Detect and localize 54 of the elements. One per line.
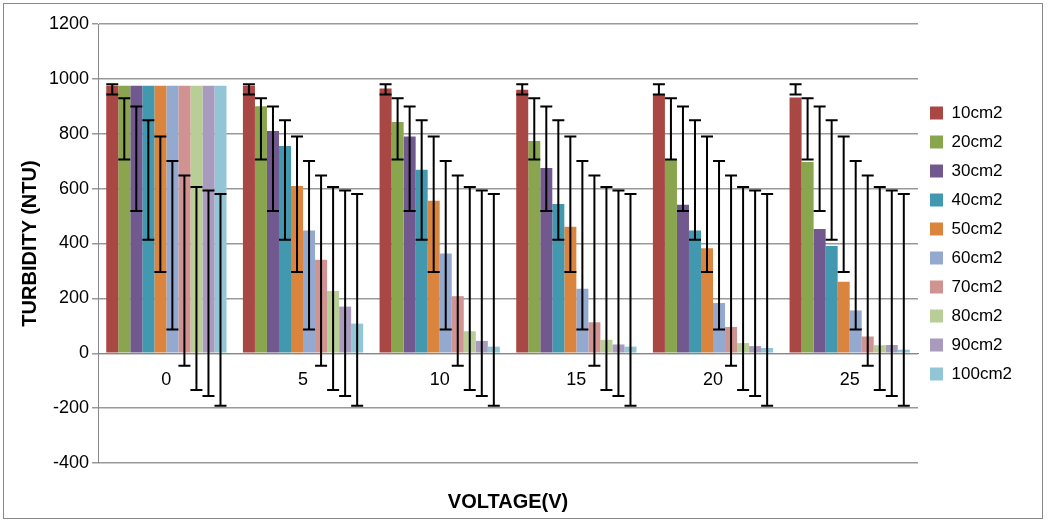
bar bbox=[664, 159, 677, 353]
bar bbox=[391, 121, 404, 353]
bar bbox=[813, 228, 826, 353]
bar bbox=[118, 85, 131, 353]
legend-label: 30cm2 bbox=[951, 160, 1003, 180]
bar bbox=[106, 85, 119, 353]
bar bbox=[254, 106, 267, 353]
x-tick-label: 5 bbox=[298, 369, 309, 390]
bar bbox=[214, 85, 227, 353]
legend-label: 90cm2 bbox=[951, 334, 1003, 354]
bar bbox=[701, 248, 714, 353]
x-tick-label: 25 bbox=[839, 369, 860, 390]
bar bbox=[837, 281, 850, 353]
x-tick-label: 20 bbox=[703, 369, 724, 390]
y-tick-label: -200 bbox=[53, 397, 90, 418]
x-axis-title: VOLTAGE(V) bbox=[447, 489, 569, 512]
y-tick-label: 200 bbox=[59, 287, 90, 308]
bar bbox=[652, 94, 665, 353]
y-tick-label: 1200 bbox=[49, 12, 90, 33]
bar bbox=[142, 85, 155, 353]
legend-label: 50cm2 bbox=[951, 218, 1003, 238]
y-tick-label: 400 bbox=[59, 232, 90, 253]
y-tick-label: 600 bbox=[59, 177, 90, 198]
bar bbox=[552, 203, 565, 353]
bar bbox=[427, 200, 440, 353]
bar bbox=[540, 168, 553, 353]
legend-label: 100cm2 bbox=[951, 363, 1012, 383]
y-tick-label: 1000 bbox=[49, 67, 90, 88]
y-tick-label: 800 bbox=[59, 122, 90, 143]
bar bbox=[379, 88, 392, 353]
x-tick-label: 15 bbox=[566, 369, 587, 390]
bar bbox=[825, 245, 838, 353]
bar bbox=[528, 140, 541, 353]
legend-label: 40cm2 bbox=[951, 189, 1003, 209]
bar bbox=[242, 85, 255, 353]
y-tick-label: -400 bbox=[53, 451, 90, 472]
legend-label: 20cm2 bbox=[951, 131, 1003, 151]
y-tick-label: 0 bbox=[79, 342, 90, 363]
legend-label: 70cm2 bbox=[951, 276, 1003, 296]
bar bbox=[688, 230, 701, 353]
bar bbox=[130, 85, 143, 353]
bar bbox=[415, 169, 428, 353]
legend-label: 80cm2 bbox=[951, 305, 1003, 325]
legend-label: 60cm2 bbox=[951, 247, 1003, 267]
bar bbox=[403, 136, 416, 353]
bar bbox=[676, 204, 689, 353]
y-axis-title: TURBIDITY (NTU) bbox=[17, 160, 40, 327]
legend-label: 10cm2 bbox=[951, 102, 1003, 122]
bar bbox=[789, 97, 802, 353]
bar bbox=[801, 162, 814, 353]
x-tick-label: 10 bbox=[429, 369, 450, 390]
bar bbox=[564, 226, 577, 353]
x-tick-label: 0 bbox=[161, 369, 172, 390]
bar bbox=[516, 89, 529, 353]
